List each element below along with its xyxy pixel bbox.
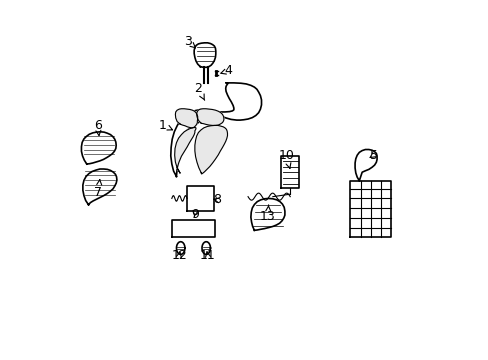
Polygon shape (202, 242, 210, 255)
Text: 1: 1 (158, 118, 172, 131)
Polygon shape (250, 198, 285, 230)
Polygon shape (176, 242, 184, 255)
Text: 13: 13 (260, 205, 275, 223)
Polygon shape (172, 220, 215, 238)
Polygon shape (196, 109, 224, 125)
Text: 6: 6 (94, 119, 102, 136)
Polygon shape (81, 132, 116, 164)
Polygon shape (195, 125, 227, 174)
Text: 4: 4 (221, 64, 232, 77)
Text: 5: 5 (369, 149, 377, 162)
Polygon shape (354, 149, 376, 181)
Text: 2: 2 (194, 82, 204, 100)
Text: 3: 3 (184, 35, 195, 48)
Text: 9: 9 (190, 207, 199, 221)
Polygon shape (175, 109, 197, 128)
Text: 10: 10 (278, 149, 294, 168)
Polygon shape (170, 83, 261, 176)
Text: 11: 11 (200, 249, 215, 262)
Polygon shape (194, 43, 215, 67)
Text: 12: 12 (171, 249, 187, 262)
Polygon shape (187, 186, 213, 211)
Polygon shape (174, 127, 196, 173)
Polygon shape (281, 156, 299, 188)
Polygon shape (349, 181, 390, 238)
Text: 7: 7 (94, 180, 102, 199)
Polygon shape (82, 169, 117, 205)
Text: 8: 8 (212, 193, 221, 206)
